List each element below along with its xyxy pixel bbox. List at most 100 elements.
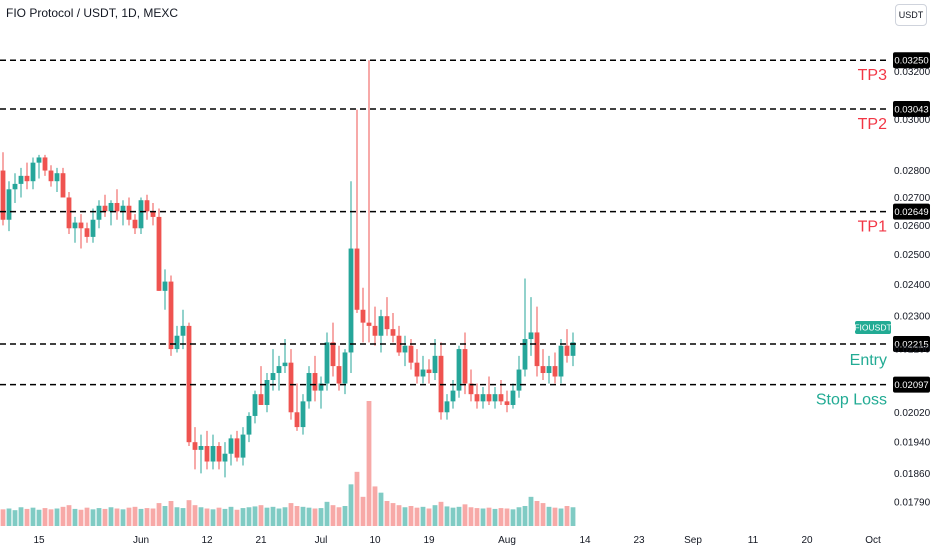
volume-bar [84,507,90,526]
candle [492,387,498,409]
candle-body [180,325,186,336]
candle-body [570,342,576,356]
volume-bar [480,508,486,526]
candle [456,345,462,398]
volume-bar [462,504,468,526]
candle-body [384,316,390,330]
candle [174,325,180,353]
candle-body [24,175,30,182]
volume-bar [396,505,402,526]
volume-bar [12,510,18,526]
price-tag [893,52,930,69]
volume-bar [306,507,312,526]
candle-body [258,394,264,405]
candle-body [516,369,522,391]
candle-body [66,197,72,229]
volume-bar [204,508,210,526]
candle [348,181,354,374]
volume-bar [258,505,264,526]
x-tick-label: 14 [579,535,591,546]
volume-bar [102,508,108,526]
level-tp1: 0.02649 TP1 [0,203,930,236]
candle-body [402,345,408,353]
candle [432,339,438,381]
volume-bar [180,508,186,526]
level-entry: 0.02215 Entry [0,336,930,369]
candle-body [504,401,510,405]
candle [570,332,576,367]
volume-bar [54,508,60,526]
volume-bar [150,508,156,526]
x-tick-label: Aug [498,535,516,546]
volume-bar [534,501,540,526]
y-tick-label: 0.02200 [894,345,931,356]
candle-body [30,162,36,182]
x-tick-label: 20 [801,535,813,546]
candle [216,442,222,470]
price-tag-text: 0.03043 [894,104,928,115]
x-tick-label: 15 [33,535,45,546]
candle-body [546,366,552,374]
candle [270,349,276,391]
volume-bar [402,507,408,526]
candle [342,349,348,395]
candle [498,380,504,405]
volume-bar [264,507,270,526]
candle-body [228,438,234,454]
candle-body [186,325,192,443]
price-tag-text: 0.03250 [894,56,928,67]
candle [48,165,54,187]
level-tp3: 0.03250 TP3 [0,52,930,84]
volume-bar [408,506,414,526]
candle [300,394,306,435]
candle-body [540,366,546,374]
candle-body [162,281,168,291]
volume-bar [552,507,558,526]
y-tick-label: 0.01860 [894,469,931,480]
candle-body [492,394,498,402]
volume-bar [474,508,480,526]
candle [84,222,90,243]
candle [60,167,66,198]
volume-bar [378,492,384,526]
volume-bar [558,508,564,526]
candle-body [468,383,474,395]
volume-bar [498,508,504,526]
currency-button[interactable]: USDT [895,4,927,26]
volume-bar [0,509,6,526]
volume-bar [90,509,96,526]
candle [414,349,420,384]
candle [510,383,516,409]
candle-body [174,335,180,350]
volume-bar [324,501,330,526]
candle-body [12,183,18,190]
y-tick-label: 0.01940 [894,438,931,449]
volume-bar [42,508,48,526]
x-tick-label: 10 [369,535,381,546]
y-tick-label: 0.02500 [894,250,931,261]
x-tick-label: 11 [748,535,759,546]
candle [180,309,186,350]
volume-bar [18,507,24,526]
candle-body [354,248,360,310]
candle-body [48,170,54,182]
candle-body [522,339,528,370]
candle-body [432,355,438,374]
volume-bar [252,506,258,526]
candle [138,197,144,235]
candle-body [300,401,306,428]
candle [210,434,216,470]
volume-bar [330,505,336,526]
candle-body [114,202,120,212]
volume-bars [0,401,576,526]
volume-bar [342,506,348,526]
volume-bar [210,509,216,526]
symbol-tag-text: FIOUSDT [854,323,891,333]
candle [504,390,510,413]
candle-body [474,394,480,402]
volume-bar [294,506,300,526]
y-tick-label: 0.02700 [894,193,931,204]
candle [330,322,336,377]
candle [336,345,342,391]
